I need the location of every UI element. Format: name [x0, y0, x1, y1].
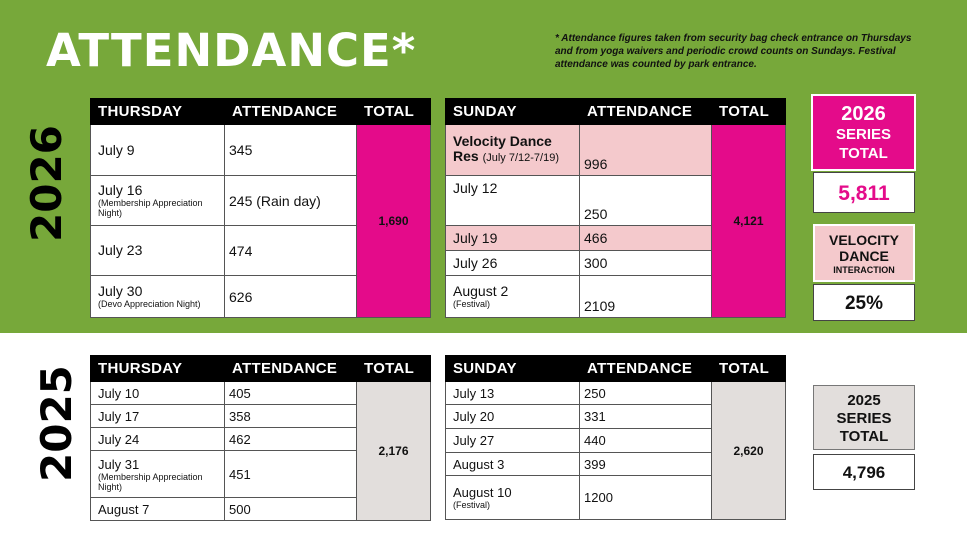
table-row-day: August 7	[90, 497, 225, 521]
table-row-day: July 16 (Membership Appreciation Night)	[90, 175, 225, 226]
sunday-2025-table: SUNDAY ATTENDANCE TOTAL July 13 250 2,62…	[445, 355, 786, 520]
table-row-day: July 30 (Devo Appreciation Night)	[90, 275, 225, 318]
table-row-attendance: 462	[224, 427, 357, 451]
table-row-day: August 2 (Festival)	[445, 275, 580, 318]
sunday-2025-total: 2,620	[711, 381, 786, 520]
table-row-attendance: 466	[579, 225, 712, 251]
page-title: ATTENDANCE*	[46, 24, 417, 77]
table-row-attendance: 245 (Rain day)	[224, 175, 357, 226]
table-row-attendance: 451	[224, 450, 357, 498]
table-row-attendance: 996	[579, 124, 712, 176]
header-total: TOTAL	[356, 98, 431, 125]
table-row-day: July 10	[90, 381, 225, 405]
table-row-day: July 24	[90, 427, 225, 451]
table-row-day: July 13	[445, 381, 580, 405]
table-row-day: July 20	[445, 404, 580, 429]
table-row-day: July 12	[445, 175, 580, 226]
table-row-attendance: 345	[224, 124, 357, 176]
header-attendance: ATTENDANCE	[224, 98, 357, 125]
header-total: TOTAL	[711, 355, 786, 382]
series-2025-value: 4,796	[813, 454, 915, 490]
thursday-2026-table: THURSDAY ATTENDANCE TOTAL July 9 345 1,6…	[90, 98, 431, 318]
table-row-attendance: 300	[579, 250, 712, 276]
velocity-dance-label: VELOCITY DANCE INTERACTION	[813, 224, 915, 282]
year-label-2026: 2026	[22, 125, 71, 242]
table-row-attendance: 358	[224, 404, 357, 428]
series-2025-label: 2025 SERIES TOTAL	[813, 385, 915, 450]
table-row-day: August 10 (Festival)	[445, 475, 580, 520]
table-row-day: July 17	[90, 404, 225, 428]
table-row-day: July 23	[90, 225, 225, 276]
attendance-footnote: * Attendance figures taken from security…	[555, 33, 912, 70]
header-attendance: ATTENDANCE	[579, 355, 712, 382]
velocity-dance-value: 25%	[813, 284, 915, 321]
sunday-2026-total: 4,121	[711, 124, 786, 318]
table-row-attendance: 474	[224, 225, 357, 276]
table-row-attendance: 2109	[579, 275, 712, 318]
table-row-attendance: 440	[579, 428, 712, 453]
table-row-attendance: 250	[579, 175, 712, 226]
table-row-day: August 3	[445, 452, 580, 476]
table-row-day: July 19	[445, 225, 580, 251]
table-row-attendance: 405	[224, 381, 357, 405]
header-thursday: THURSDAY	[90, 98, 225, 125]
table-row-day: July 31 (Membership Appreciation Night)	[90, 450, 225, 498]
table-row-attendance: 500	[224, 497, 357, 521]
header-sunday: SUNDAY	[445, 355, 580, 382]
thursday-2026-total: 1,690	[356, 124, 431, 318]
table-row-attendance: 331	[579, 404, 712, 429]
header-total: TOTAL	[356, 355, 431, 382]
year-label-2025: 2025	[32, 365, 81, 482]
table-row-attendance: 1200	[579, 475, 712, 520]
table-row-day: July 9	[90, 124, 225, 176]
header-sunday: SUNDAY	[445, 98, 580, 125]
table-row-attendance: 250	[579, 381, 712, 405]
sunday-2026-table: SUNDAY ATTENDANCE TOTAL Velocity Dance R…	[445, 98, 786, 318]
series-2026-label: 2026 SERIES TOTAL	[811, 94, 916, 171]
series-2026-value: 5,811	[813, 172, 915, 213]
header-attendance: ATTENDANCE	[579, 98, 712, 125]
thursday-2025-table: THURSDAY ATTENDANCE TOTAL July 10 405 2,…	[90, 355, 431, 521]
header-total: TOTAL	[711, 98, 786, 125]
table-row-attendance: 626	[224, 275, 357, 318]
table-row-day: July 27	[445, 428, 580, 453]
header-attendance: ATTENDANCE	[224, 355, 357, 382]
table-row-day: July 26	[445, 250, 580, 276]
table-row-attendance: 399	[579, 452, 712, 476]
thursday-2025-total: 2,176	[356, 381, 431, 521]
table-row-day: Velocity Dance Res (July 7/12-7/19)	[445, 124, 580, 176]
header-thursday: THURSDAY	[90, 355, 225, 382]
